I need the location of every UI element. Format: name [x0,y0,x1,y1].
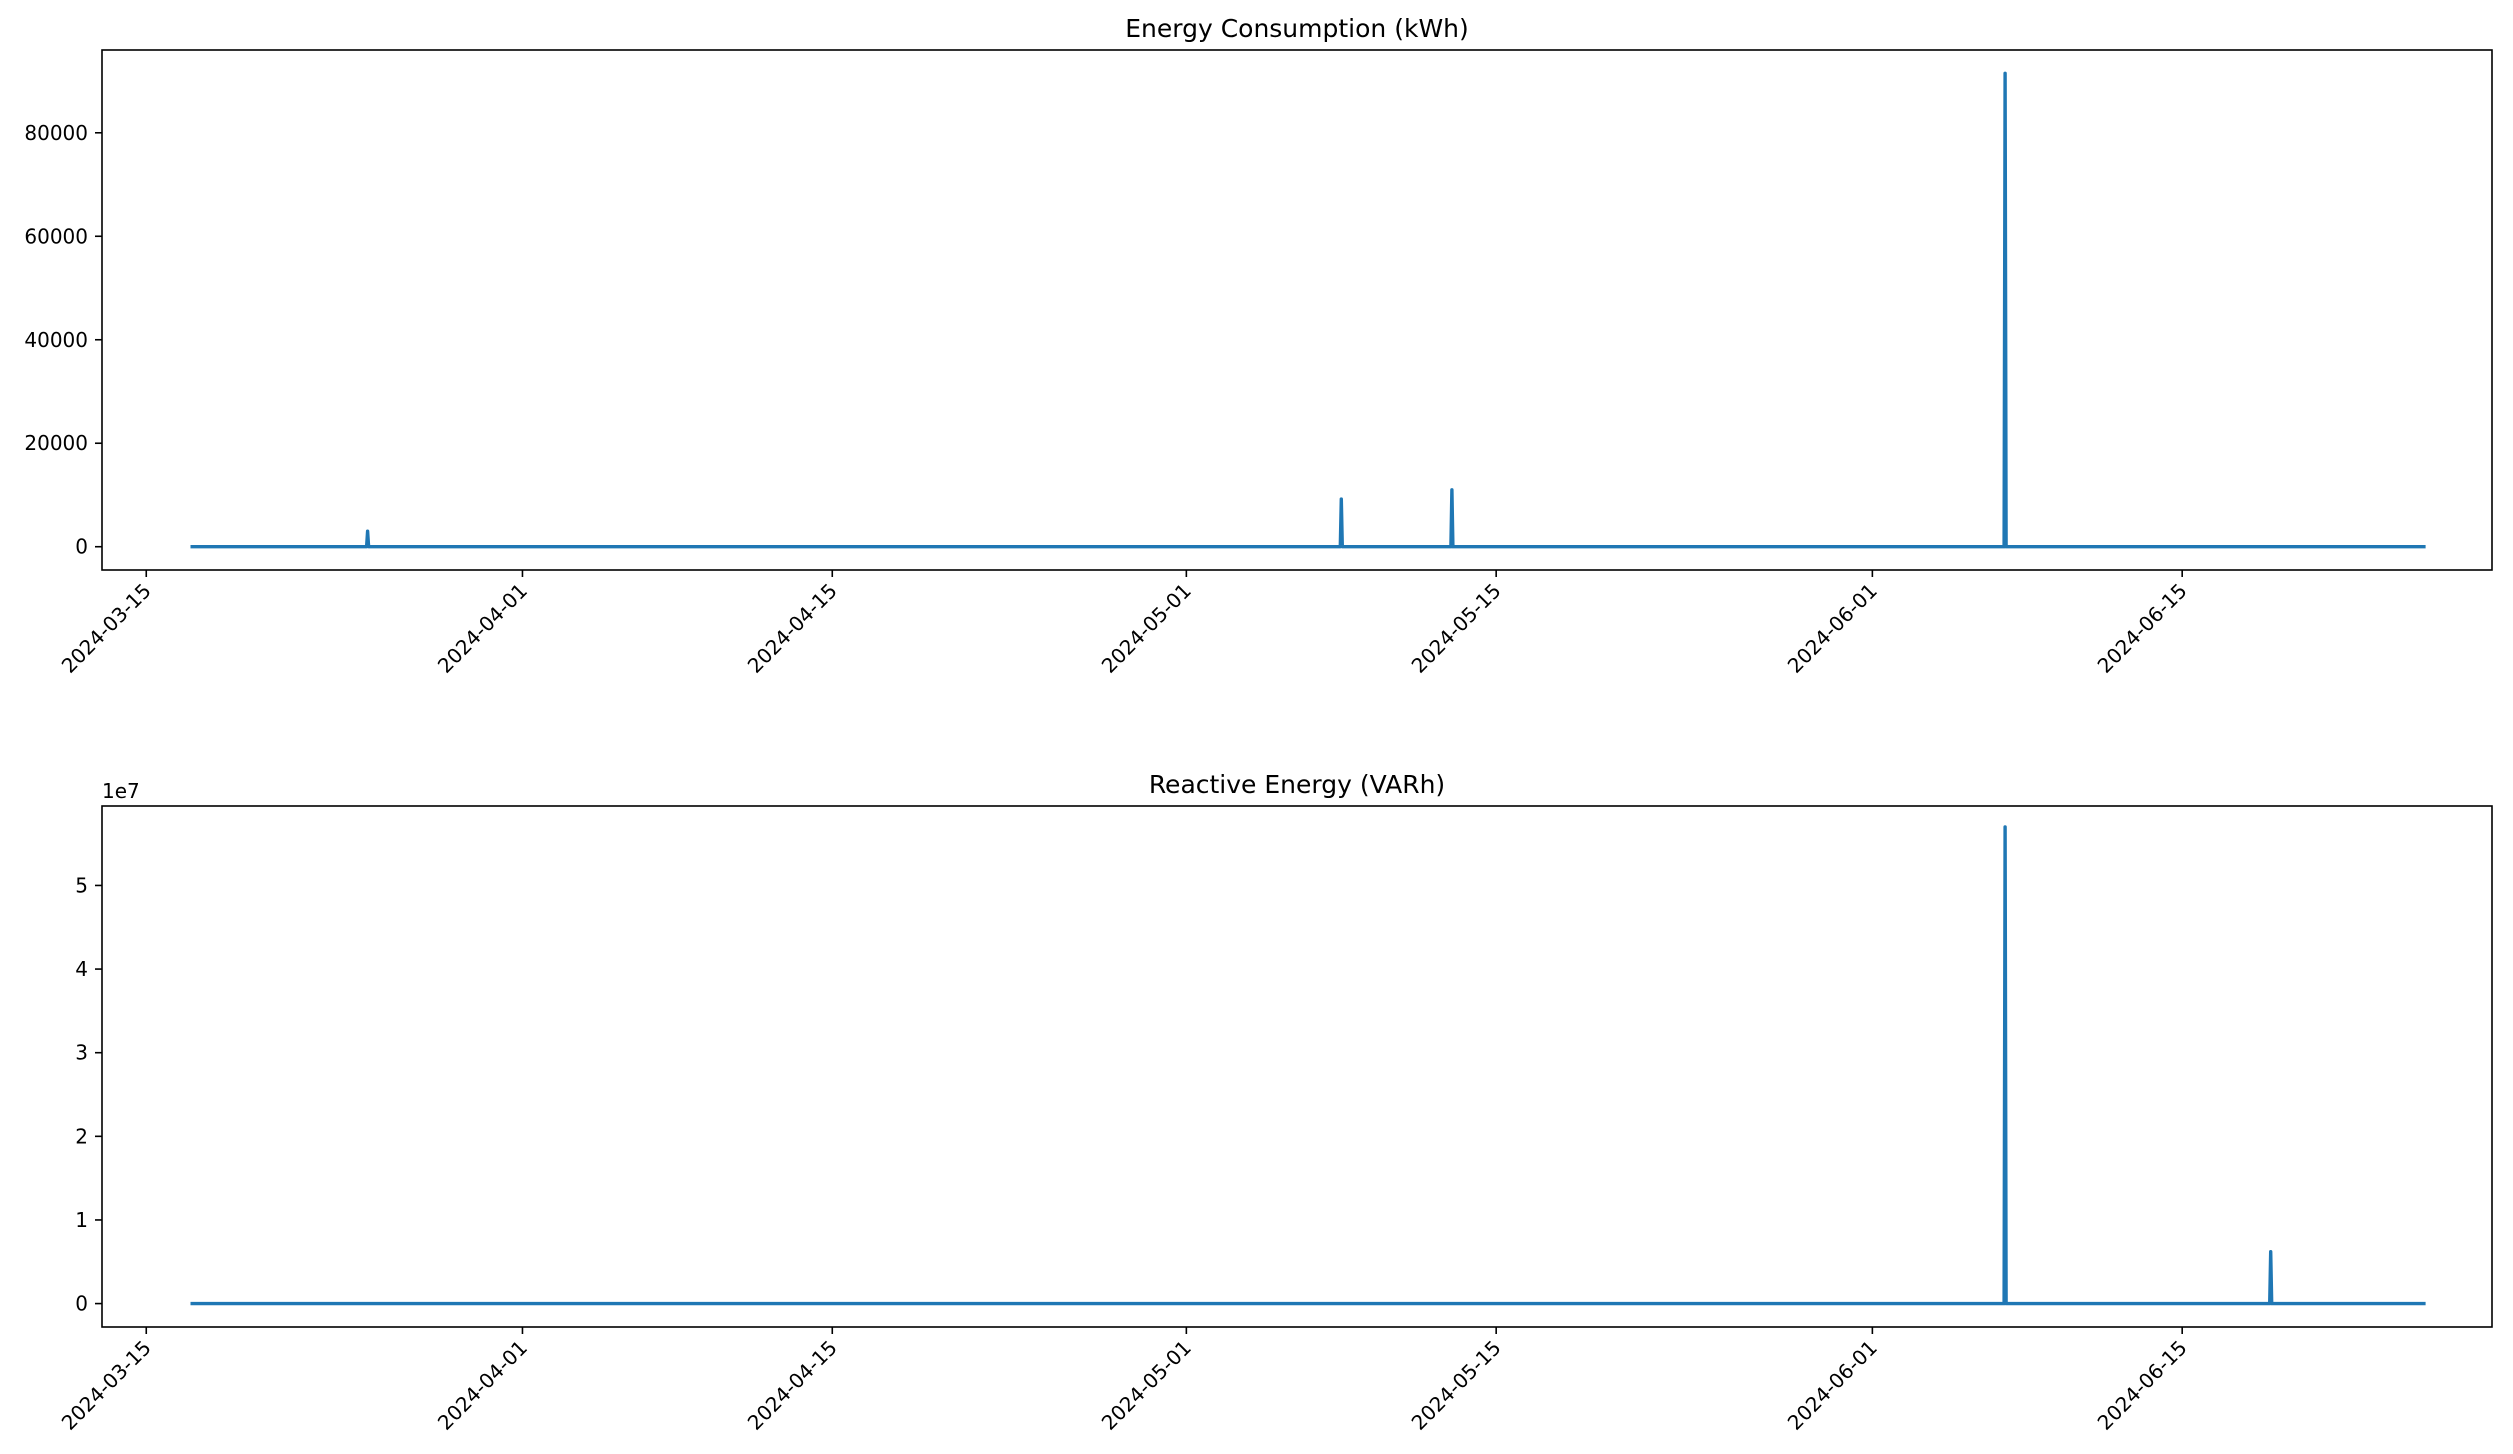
series-line [190,825,2426,1306]
chart-title: Reactive Energy (VARh) [1149,770,1445,799]
y-offset-label: 1e7 [102,779,140,803]
y-tick-label: 0 [75,535,88,559]
y-tick-label: 20000 [24,431,88,455]
y-tick-label: 80000 [24,121,88,145]
y-tick-label: 40000 [24,328,88,352]
plot-frame [101,49,2493,571]
y-tick-label: 0 [75,1292,88,1316]
series-line [190,71,2426,549]
plot-frame [101,805,2493,1328]
y-tick-label: 60000 [24,224,88,248]
y-tick-label: 3 [75,1041,88,1065]
y-tick-label: 2 [75,1124,88,1148]
y-tick-label: 4 [75,957,88,981]
y-tick-label: 5 [75,873,88,897]
chart-title: Energy Consumption (kWh) [1125,14,1469,43]
y-tick-label: 1 [75,1208,88,1232]
